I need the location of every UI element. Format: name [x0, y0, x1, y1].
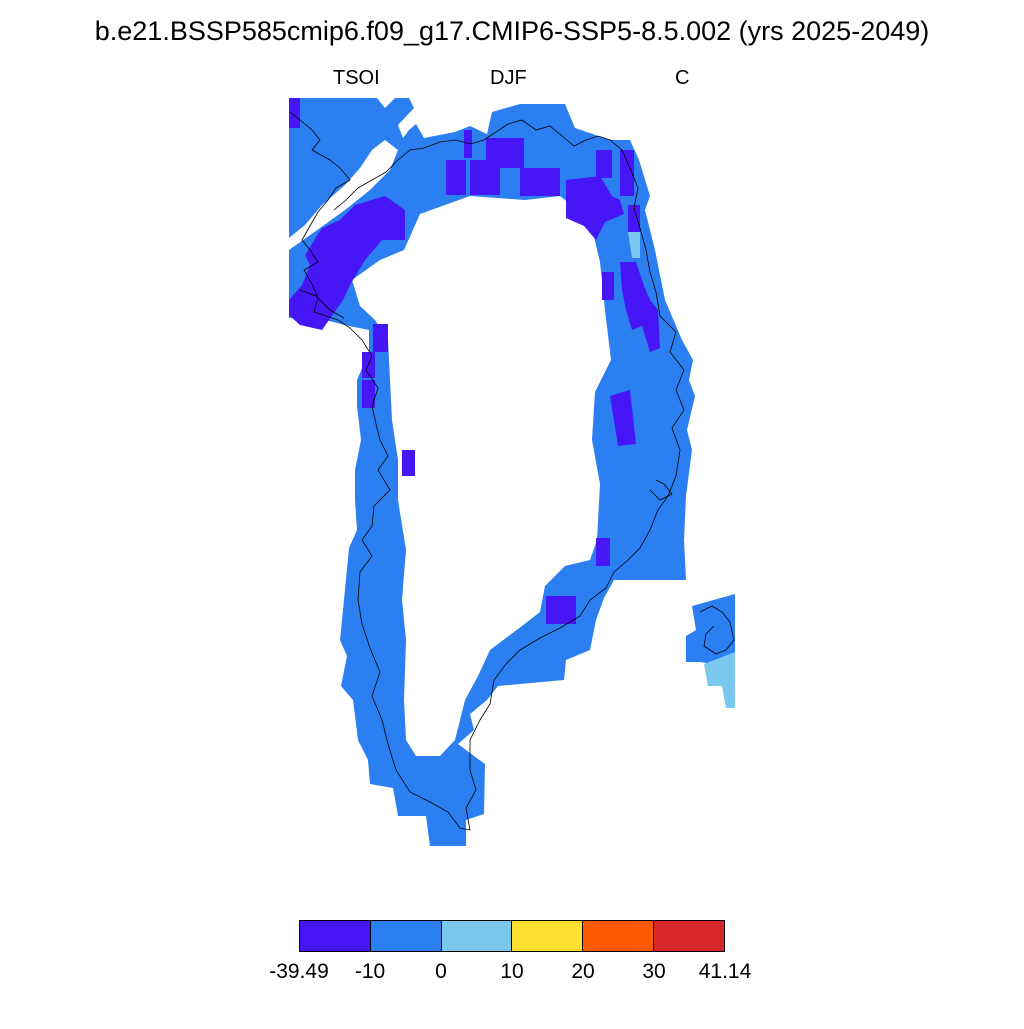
colorbar-tick-label: 0	[435, 960, 447, 983]
colorbar-box	[512, 921, 584, 951]
colorbar-box	[370, 921, 442, 951]
light-anomaly-cells	[704, 652, 735, 708]
land-gap	[289, 140, 398, 250]
colorbar-tick-label: 41.14	[698, 960, 752, 983]
colorbar-box	[583, 921, 655, 951]
colorbar-tick-label: 30	[642, 960, 666, 983]
colorbar-tick-label: 20	[571, 960, 595, 983]
colorbar-box	[441, 921, 513, 951]
light-anomaly-cells-2	[628, 232, 640, 258]
colorbar-box	[300, 921, 371, 951]
units-label: C	[675, 67, 690, 89]
land-region-main	[289, 98, 695, 846]
colorbar-tick-label: -39.49	[269, 960, 329, 983]
season-label: DJF	[490, 67, 527, 89]
colorbar	[299, 920, 725, 952]
variable-label: TSOI	[333, 67, 380, 89]
colorbar-tick-label: -10	[354, 960, 386, 983]
coastlines	[289, 111, 735, 831]
plot-title: b.e21.BSSP585cmip6.f09_g17.CMIP6-SSP5-8.…	[94, 16, 930, 46]
colorbar-tick-label: 10	[500, 960, 524, 983]
cold-anomaly-cells	[289, 98, 660, 624]
colorbar-box	[654, 921, 724, 951]
